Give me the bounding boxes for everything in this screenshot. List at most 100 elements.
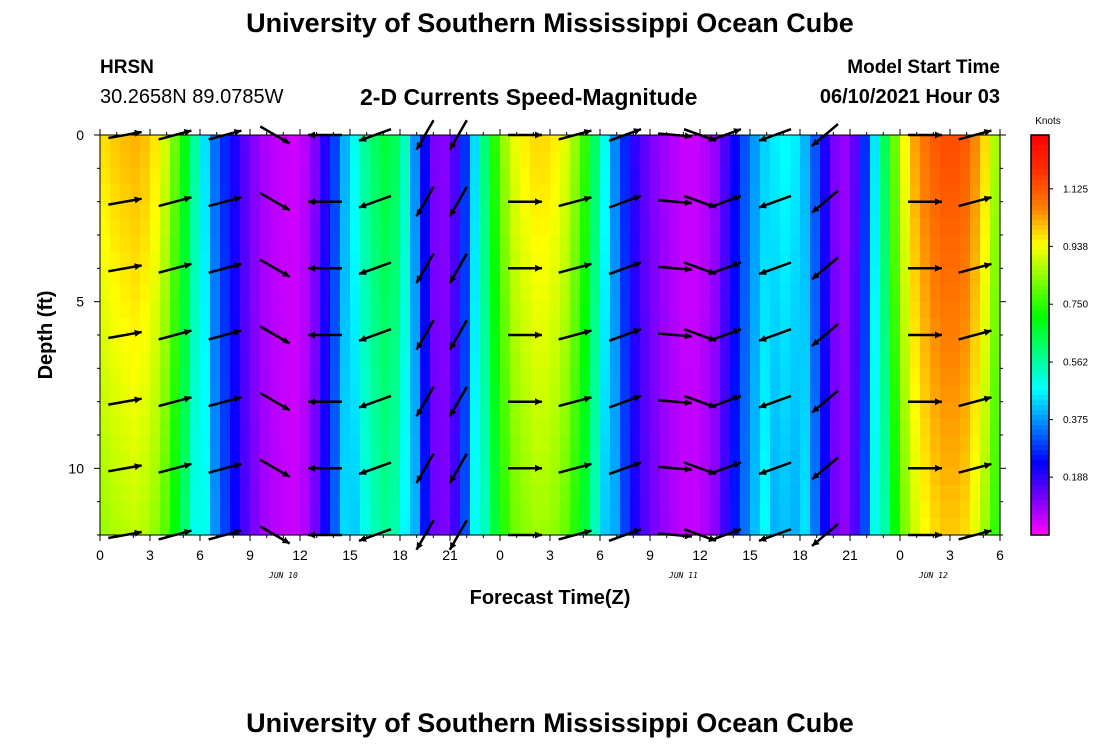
heatmap-cell — [510, 518, 521, 536]
heatmap-cell — [180, 235, 191, 253]
heatmap-cell — [720, 268, 731, 286]
heatmap-cell — [360, 268, 371, 286]
heatmap-cell — [580, 201, 591, 219]
heatmap-cell — [680, 301, 691, 319]
heatmap-cell — [340, 285, 351, 303]
heatmap-cell — [890, 301, 901, 319]
heatmap-cell — [460, 135, 471, 153]
heatmap-cell — [620, 218, 631, 236]
heatmap-cell — [690, 485, 701, 503]
heatmap-cell — [560, 168, 571, 186]
heatmap-cell — [680, 385, 691, 403]
heatmap-cell — [820, 168, 831, 186]
current-arrow — [108, 263, 142, 273]
heatmap-cell — [390, 285, 401, 303]
heatmap-cell — [790, 318, 801, 336]
heatmap-cell — [130, 285, 141, 303]
current-arrow — [908, 198, 942, 206]
heatmap-cell — [990, 201, 1001, 219]
heatmap-cell — [550, 218, 561, 236]
heatmap-cell — [860, 435, 871, 453]
heatmap-cell — [980, 235, 991, 253]
heatmap-cell — [150, 435, 161, 453]
heatmap-cell — [210, 268, 221, 286]
heatmap-cell — [360, 251, 371, 269]
heatmap-cell — [460, 301, 471, 319]
heatmap-cell — [410, 185, 421, 203]
heatmap-cell — [810, 351, 821, 369]
heatmap-cell — [900, 318, 911, 336]
heatmap-cell — [250, 218, 261, 236]
heatmap-cell — [450, 318, 461, 336]
heatmap-cell — [340, 318, 351, 336]
heatmap-cell — [180, 251, 191, 269]
heatmap-cell — [280, 218, 291, 236]
heatmap-cell — [170, 351, 181, 369]
heatmap-cell — [360, 418, 371, 436]
heatmap-cell — [560, 235, 571, 253]
heatmap-cell — [450, 518, 461, 536]
x-tick-label: 18 — [792, 547, 808, 563]
heatmap-cell — [710, 401, 721, 419]
heatmap-cell — [820, 268, 831, 286]
current-arrow — [208, 462, 242, 474]
date-label: JUN 10 — [268, 571, 298, 580]
heatmap-cell — [700, 251, 711, 269]
heatmap-cell — [320, 418, 331, 436]
heatmap-cell — [350, 168, 361, 186]
heatmap-cell — [710, 468, 721, 486]
heatmap-cell — [630, 518, 641, 536]
heatmap-cell — [680, 268, 691, 286]
heatmap-cell — [310, 451, 321, 469]
heatmap-cell — [370, 418, 381, 436]
heatmap-cell — [970, 135, 981, 153]
heatmap-cell — [190, 185, 201, 203]
heatmap-cell — [990, 385, 1001, 403]
heatmap-cell — [200, 418, 211, 436]
heatmap-cell — [900, 285, 911, 303]
heatmap-cell — [580, 418, 591, 436]
heatmap-cell — [290, 418, 301, 436]
heatmap-cell — [760, 418, 771, 436]
current-arrow — [758, 194, 792, 209]
heatmap-cell — [800, 335, 811, 353]
heatmap-cell — [730, 135, 741, 153]
current-arrow — [508, 398, 542, 406]
heatmap-cell — [940, 351, 951, 369]
heatmap-cell — [160, 451, 171, 469]
current-arrow — [758, 328, 792, 342]
heatmap-cell — [260, 268, 271, 286]
heatmap-cell — [480, 151, 491, 169]
heatmap-cell — [720, 485, 731, 503]
heatmap-cell — [260, 168, 271, 186]
heatmap-cell — [780, 301, 791, 319]
heatmap-cell — [980, 468, 991, 486]
heatmap-cell — [520, 235, 531, 253]
heatmap-cell — [580, 318, 591, 336]
heatmap-cell — [170, 285, 181, 303]
heatmap-cell — [540, 285, 551, 303]
heatmap-cell — [320, 218, 331, 236]
heatmap-cell — [550, 518, 561, 536]
heatmap-cell — [970, 168, 981, 186]
heatmap-cell — [390, 318, 401, 336]
heatmap-cell — [450, 201, 461, 219]
heatmap-cell — [180, 301, 191, 319]
heatmap-cell — [190, 418, 201, 436]
heatmap-cell — [800, 518, 811, 536]
heatmap-cell — [130, 151, 141, 169]
heatmap-cell — [240, 451, 251, 469]
heatmap-cell — [420, 518, 431, 536]
heatmap-cell — [420, 385, 431, 403]
heatmap-cell — [500, 318, 511, 336]
heatmap-cell — [800, 218, 811, 236]
heatmap-cell — [490, 251, 501, 269]
heatmap-cell — [900, 435, 911, 453]
heatmap-cell — [620, 335, 631, 353]
heatmap-cell — [520, 285, 531, 303]
heatmap-cell — [120, 185, 131, 203]
heatmap-cell — [820, 301, 831, 319]
heatmap-cell — [160, 335, 171, 353]
heatmap-cell — [600, 235, 611, 253]
heatmap-cell — [850, 501, 861, 519]
